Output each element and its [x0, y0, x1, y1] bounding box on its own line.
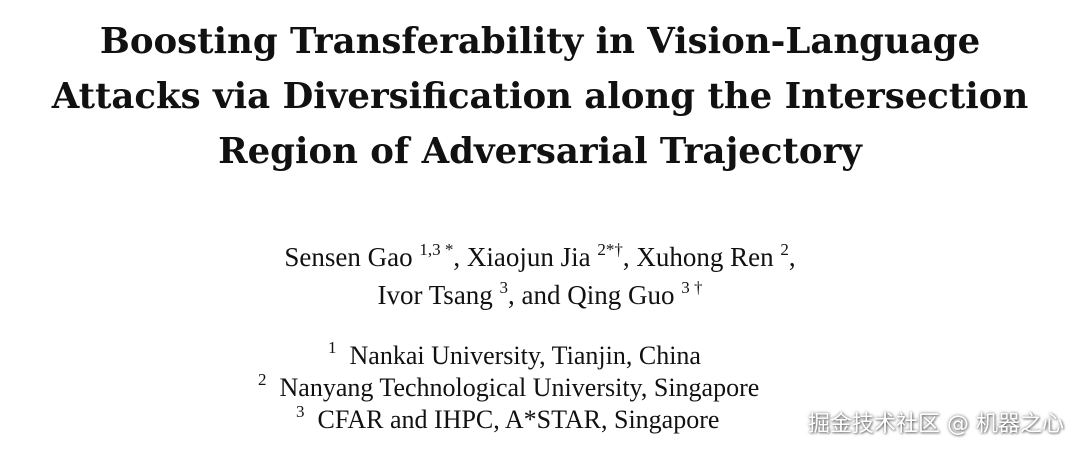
- affiliation-2: 2 Nanyang Technological University, Sing…: [0, 370, 1080, 404]
- author-affiliation-mark: 2: [780, 240, 789, 259]
- author-name: Sensen Gao: [284, 242, 413, 272]
- affiliation-1: 1 Nankai University, Tianjin, China: [0, 338, 1080, 372]
- author-affiliation-mark: 3 †: [681, 278, 703, 297]
- author-affiliation-mark: 2*†: [597, 240, 623, 259]
- affiliation-number: 1: [328, 338, 337, 357]
- affiliation-text: CFAR and IHPC, A*STAR, Singapore: [317, 405, 720, 434]
- author-separator: ,: [453, 242, 461, 272]
- author-name: Xiaojun Jia: [466, 242, 591, 272]
- author-name: Ivor Tsang: [377, 280, 493, 310]
- author-affiliation-mark: 1,3 *: [419, 240, 454, 259]
- watermark: 掘金技术社区 @ 机器之心: [808, 412, 1064, 437]
- author-name: Qing Guo: [567, 280, 675, 310]
- affiliation-text: Nanyang Technological University, Singap…: [279, 373, 760, 402]
- affiliation-list: 1 Nankai University, Tianjin, China 2 Na…: [0, 338, 1080, 436]
- author-separator: ,: [788, 242, 796, 272]
- author-line-2: Ivor Tsang 3, and Qing Guo 3 †: [0, 276, 1080, 314]
- author-separator: , and: [508, 280, 561, 310]
- author-list: Sensen Gao 1,3 *, Xiaojun Jia 2*†, Xuhon…: [0, 238, 1080, 314]
- affiliation-3: 3 CFAR and IHPC, A*STAR, Singapore: [0, 402, 1080, 436]
- affiliation-number: 2: [258, 370, 267, 389]
- title-line-2: Attacks via Diversification along the In…: [51, 76, 1029, 117]
- title-line-3: Region of Adversarial Trajectory: [218, 131, 862, 172]
- author-line-1: Sensen Gao 1,3 *, Xiaojun Jia 2*†, Xuhon…: [0, 238, 1080, 276]
- affiliation-number: 3: [296, 402, 305, 421]
- affiliation-text: Nankai University, Tianjin, China: [349, 341, 701, 370]
- author-name: Xuhong Ren: [636, 242, 774, 272]
- paper-title: Boosting Transferability in Vision-Langu…: [0, 14, 1080, 179]
- author-affiliation-mark: 3: [499, 278, 509, 297]
- author-separator: ,: [622, 242, 630, 272]
- title-line-1: Boosting Transferability in Vision-Langu…: [99, 21, 981, 62]
